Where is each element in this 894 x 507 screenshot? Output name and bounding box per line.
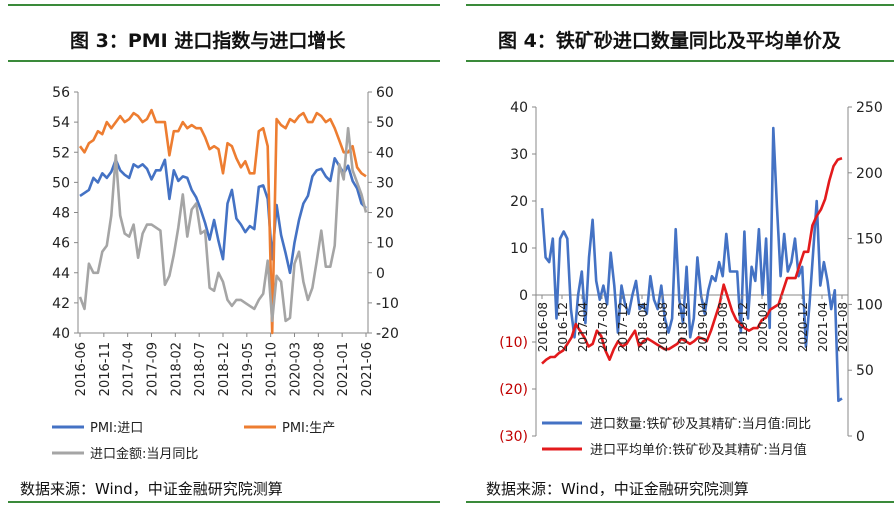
right-panel: 图 4：铁矿砂进口数量同比及平均单价及 (30) (20) (10) 0 10 20 30 4… <box>452 0 894 507</box>
x-tick-label: 2020-08 <box>776 302 790 352</box>
x-tick-label: 2021-06 <box>360 342 375 396</box>
x-tick-label: 2020-08 <box>312 342 327 396</box>
right-chart: (30) (20) (10) 0 10 20 30 40 0 50 100 150 200 250 20… <box>499 100 883 458</box>
series-line-1 <box>78 108 367 335</box>
right-y-tick-label: 30 <box>376 175 394 191</box>
left-y-tick-label: 42 <box>52 296 70 312</box>
right-legend: 进口数量:铁矿砂及其精矿:当月值:同比 进口平均单价:铁矿砂及其精矿:当月值 <box>542 416 811 458</box>
right-y-tick-label: 20 <box>376 206 394 222</box>
series-line-0 <box>540 126 843 403</box>
legend-label-price: 进口平均单价:铁矿砂及其精矿:当月值 <box>590 442 807 458</box>
right-y-tick-label: 0 <box>376 266 385 282</box>
left-y-tick-label: 0 <box>519 288 528 304</box>
left-legend: PMI:进口 PMI:生产 进口金额:当月同比 <box>52 421 335 462</box>
legend-label-pmi-import: PMI:进口 <box>90 421 143 436</box>
x-tick-label: 2020-12 <box>796 302 810 352</box>
x-tick-label: 2016-06 <box>74 342 89 396</box>
x-tick-label: 2019-04 <box>696 302 710 352</box>
left-chart: 40 42 44 46 48 50 52 54 56 -20 -10 0 10 20 30 40 50 60 2… <box>52 85 399 462</box>
x-tick-label: 2018-04 <box>636 302 650 352</box>
x-tick-label: 2016-08 <box>536 302 550 352</box>
left-y-tick-label: 40 <box>510 100 528 116</box>
left-y-tick-label: 46 <box>52 236 70 252</box>
x-tick-label: 2021-01 <box>336 342 351 396</box>
x-tick-label: 2017-12 <box>616 302 630 352</box>
left-y-tick-label: (30) <box>499 429 528 445</box>
x-tick-label: 2018-02 <box>169 342 184 396</box>
legend-label-import-value: 进口金额:当月同比 <box>90 446 198 462</box>
right-chart-title: 图 4：铁矿砂进口数量同比及平均单价及 <box>498 30 841 52</box>
left-y-tick-label: (10) <box>499 335 528 351</box>
left-y-tick-label: 30 <box>510 147 528 163</box>
legend-label-pmi-production: PMI:生产 <box>282 421 335 436</box>
left-y-tick-label: 10 <box>510 241 528 257</box>
right-bottom-rule <box>466 501 894 503</box>
series-line-1 <box>541 157 843 365</box>
right-y-tick-label: 10 <box>376 236 394 252</box>
left-y-tick-label: 40 <box>52 326 70 342</box>
x-tick-label: 2017-04 <box>122 342 137 396</box>
x-tick-label: 2019-08 <box>716 302 730 352</box>
left-y-tick-label: 54 <box>52 115 70 131</box>
right-y-tick-label: 0 <box>856 429 865 445</box>
legend-label-quantity: 进口数量:铁矿砂及其精矿:当月值:同比 <box>590 416 811 432</box>
x-tick-label: 2019-12 <box>736 302 750 352</box>
left-chart-title: 图 3：PMI 进口指数与进口增长 <box>70 30 346 52</box>
left-y-tick-label: (20) <box>499 382 528 398</box>
x-tick-label: 2018-07 <box>193 342 208 396</box>
right-y-tick-label: 60 <box>376 85 394 101</box>
left-bottom-rule <box>8 501 440 503</box>
left-source: 数据来源：Wind，中证金融研究院测算 <box>20 480 283 498</box>
x-tick-label: 2018-12 <box>217 342 232 396</box>
x-tick-label: 2020-03 <box>289 342 304 396</box>
x-tick-label: 2021-08 <box>836 302 850 352</box>
right-y-tick-label: 250 <box>856 100 883 116</box>
left-y-tick-label: 48 <box>52 206 70 222</box>
right-y-tick-label: 100 <box>856 297 883 313</box>
right-y-tick-label: 200 <box>856 166 883 182</box>
x-tick-label: 2018-08 <box>656 302 670 352</box>
left-panel: 图 3：PMI 进口指数与进口增长 40 42 44 46 48 50 52 54 56 -20… <box>0 0 440 507</box>
left-y-tick-label: 56 <box>52 85 70 101</box>
right-top-rule <box>466 4 894 6</box>
x-tick-label: 2020-04 <box>756 302 770 352</box>
series-line-0 <box>79 157 367 275</box>
x-tick-label: 2016-11 <box>98 342 113 396</box>
x-tick-label: 2021-04 <box>816 302 830 352</box>
x-tick-label: 2016-12 <box>556 302 570 352</box>
left-y-tick-label: 52 <box>52 145 70 161</box>
right-y-tick-label: -20 <box>376 326 399 342</box>
right-y-tick-label: 50 <box>856 363 874 379</box>
left-top-rule <box>8 4 440 6</box>
x-tick-label: 2017-09 <box>146 342 161 396</box>
x-tick-label: 2019-05 <box>241 342 256 396</box>
right-y-tick-label: 50 <box>376 115 394 131</box>
right-y-tick-label: 40 <box>376 145 394 161</box>
x-tick-label: 2017-04 <box>576 302 590 352</box>
series-line-2 <box>78 126 368 323</box>
right-title-rule <box>466 60 894 62</box>
left-y-tick-label: 20 <box>510 194 528 210</box>
x-tick-label: 2017-08 <box>596 302 610 352</box>
right-source: 数据来源：Wind，中证金融研究院测算 <box>486 480 749 498</box>
x-tick-label: 2019-10 <box>265 342 280 396</box>
right-y-tick-label: 150 <box>856 232 883 248</box>
left-y-tick-label: 50 <box>52 175 70 191</box>
left-title-rule <box>8 60 440 62</box>
x-tick-label: 2018-12 <box>676 302 690 352</box>
right-y-tick-label: -10 <box>376 296 399 312</box>
left-y-tick-label: 44 <box>52 266 70 282</box>
